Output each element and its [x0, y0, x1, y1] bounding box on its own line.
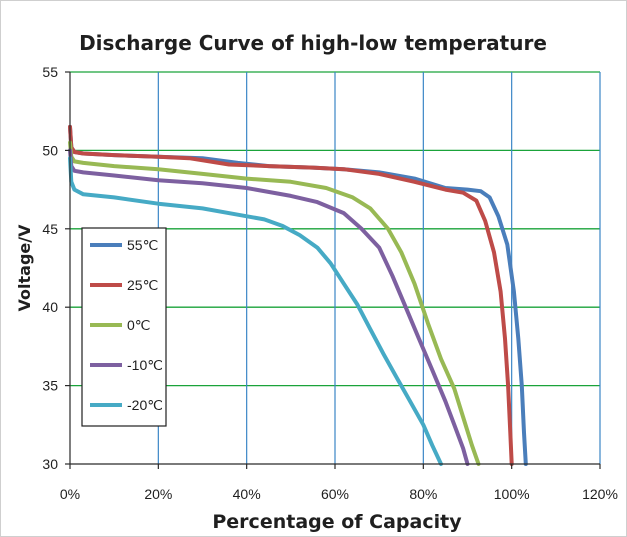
x-tick-label-20: 20% [144, 486, 172, 502]
x-tick-label-0: 0% [60, 486, 80, 502]
legend-label-1: 25℃ [127, 277, 158, 293]
y-tick-label-50: 50 [42, 142, 58, 158]
y-axis-label: Voltage/V [15, 224, 34, 312]
chart-title: Discharge Curve of high-low temperature [79, 31, 547, 55]
x-tick-label-120: 120% [582, 486, 618, 502]
series-line-4 [68, 156, 443, 466]
x-tick-label-100: 100% [494, 486, 530, 502]
series-lines [68, 124, 528, 466]
y-tick-label-40: 40 [42, 299, 58, 315]
series-line-1 [68, 124, 514, 466]
y-tick-label-30: 30 [42, 456, 58, 472]
y-tick-label-45: 45 [42, 221, 58, 237]
x-axis-label: Percentage of Capacity [212, 511, 462, 533]
legend-label-4: -20℃ [127, 397, 163, 413]
y-tick-label-55: 55 [42, 64, 58, 80]
y-tick-label-35: 35 [42, 378, 58, 394]
tick-labels: 30 35 40 45 50 55 0% 20% 40% 60% 80% 100% 120% [42, 64, 617, 502]
legend: 55℃ 25℃ 0℃ -10℃ -20℃ [81, 227, 167, 427]
x-tick-label-80: 80% [409, 486, 437, 502]
legend-label-3: -10℃ [127, 357, 163, 373]
series-line-3 [68, 148, 470, 466]
axes [65, 71, 601, 469]
x-tick-label-40: 40% [233, 486, 261, 502]
legend-label-0: 55℃ [127, 237, 158, 253]
legend-label-2: 0℃ [127, 317, 151, 333]
x-tick-label-60: 60% [321, 486, 349, 502]
series-line-2 [68, 140, 481, 466]
